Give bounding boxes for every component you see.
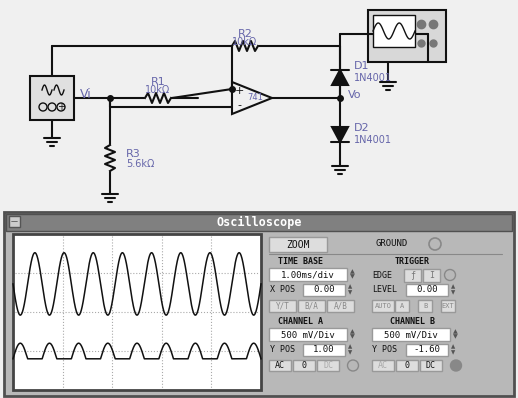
FancyBboxPatch shape bbox=[420, 360, 442, 371]
Text: AUTO: AUTO bbox=[375, 303, 392, 309]
FancyBboxPatch shape bbox=[396, 360, 418, 371]
Text: Oscilloscope: Oscilloscope bbox=[216, 216, 302, 229]
Text: +: + bbox=[57, 102, 65, 112]
Text: B: B bbox=[423, 303, 427, 309]
Text: TRIGGER: TRIGGER bbox=[395, 258, 429, 267]
Polygon shape bbox=[332, 70, 348, 85]
Text: ▲: ▲ bbox=[348, 285, 352, 289]
FancyBboxPatch shape bbox=[269, 328, 347, 341]
FancyBboxPatch shape bbox=[368, 10, 446, 62]
Text: Vo: Vo bbox=[348, 90, 362, 100]
Text: R3: R3 bbox=[126, 149, 141, 159]
Text: 500 mV/Div: 500 mV/Div bbox=[384, 330, 438, 339]
Text: D2: D2 bbox=[354, 123, 370, 133]
Text: ▼: ▼ bbox=[451, 351, 455, 355]
Text: EXT: EXT bbox=[442, 303, 454, 309]
Text: ▲: ▲ bbox=[451, 345, 455, 349]
FancyBboxPatch shape bbox=[269, 300, 296, 312]
FancyBboxPatch shape bbox=[372, 328, 450, 341]
FancyBboxPatch shape bbox=[406, 344, 448, 356]
Text: +: + bbox=[234, 86, 243, 96]
FancyBboxPatch shape bbox=[373, 15, 415, 47]
Text: -: - bbox=[237, 100, 241, 110]
Text: DC: DC bbox=[426, 361, 436, 370]
Text: ▼: ▼ bbox=[350, 335, 354, 339]
FancyBboxPatch shape bbox=[269, 237, 327, 252]
Text: A/B: A/B bbox=[334, 302, 348, 310]
FancyBboxPatch shape bbox=[269, 360, 291, 371]
Text: ZOOM: ZOOM bbox=[286, 240, 310, 250]
FancyBboxPatch shape bbox=[269, 268, 347, 281]
Text: EDGE: EDGE bbox=[372, 271, 392, 281]
Text: 1.00: 1.00 bbox=[313, 345, 335, 355]
Text: ƒ: ƒ bbox=[410, 271, 415, 280]
FancyBboxPatch shape bbox=[6, 214, 512, 231]
Text: CHANNEL A: CHANNEL A bbox=[279, 318, 324, 326]
Text: 0: 0 bbox=[301, 361, 307, 370]
FancyBboxPatch shape bbox=[293, 360, 315, 371]
Text: ▲: ▲ bbox=[451, 285, 455, 289]
FancyBboxPatch shape bbox=[372, 360, 394, 371]
Text: —: — bbox=[11, 219, 18, 224]
Text: 10kΩ: 10kΩ bbox=[233, 37, 257, 47]
Text: 10kΩ: 10kΩ bbox=[146, 85, 170, 95]
Text: Vi: Vi bbox=[80, 88, 92, 101]
FancyBboxPatch shape bbox=[372, 300, 394, 312]
FancyBboxPatch shape bbox=[395, 300, 409, 312]
Text: AC: AC bbox=[275, 361, 285, 370]
Text: 0.00: 0.00 bbox=[416, 285, 438, 295]
Text: DC: DC bbox=[323, 361, 333, 370]
Text: R1: R1 bbox=[151, 77, 165, 87]
Text: ▲: ▲ bbox=[350, 330, 354, 334]
Text: TIME BASE: TIME BASE bbox=[279, 258, 324, 267]
Text: CHANNEL B: CHANNEL B bbox=[390, 318, 435, 326]
Text: ▲: ▲ bbox=[350, 269, 354, 274]
Text: ▼: ▼ bbox=[348, 291, 352, 295]
FancyBboxPatch shape bbox=[13, 234, 261, 390]
Text: LEVEL: LEVEL bbox=[372, 285, 397, 295]
Text: 1N4001: 1N4001 bbox=[354, 135, 392, 145]
FancyBboxPatch shape bbox=[30, 76, 74, 120]
FancyBboxPatch shape bbox=[298, 300, 325, 312]
Text: ▼: ▼ bbox=[451, 291, 455, 295]
Text: 500 mV/Div: 500 mV/Div bbox=[281, 330, 335, 339]
FancyBboxPatch shape bbox=[317, 360, 339, 371]
Text: 0: 0 bbox=[405, 361, 410, 370]
Text: A: A bbox=[400, 303, 404, 309]
Text: X POS: X POS bbox=[270, 285, 295, 295]
FancyBboxPatch shape bbox=[423, 269, 440, 282]
FancyBboxPatch shape bbox=[404, 269, 421, 282]
Text: 1N4001: 1N4001 bbox=[354, 73, 392, 83]
FancyBboxPatch shape bbox=[441, 300, 455, 312]
Text: Y POS: Y POS bbox=[270, 345, 295, 355]
Circle shape bbox=[451, 360, 462, 371]
Text: R2: R2 bbox=[238, 29, 252, 39]
Text: ▲: ▲ bbox=[453, 330, 457, 334]
Polygon shape bbox=[332, 127, 348, 142]
Text: Ӏ: Ӏ bbox=[429, 271, 434, 280]
Text: GROUND: GROUND bbox=[376, 240, 408, 248]
Text: AC: AC bbox=[378, 361, 388, 370]
FancyBboxPatch shape bbox=[9, 216, 20, 227]
Text: ▼: ▼ bbox=[453, 335, 457, 339]
Text: D1: D1 bbox=[354, 61, 369, 71]
Text: ▲: ▲ bbox=[348, 345, 352, 349]
FancyBboxPatch shape bbox=[418, 300, 432, 312]
Text: B/A: B/A bbox=[305, 302, 319, 310]
Text: ▼: ▼ bbox=[350, 275, 354, 280]
Text: 0.00: 0.00 bbox=[313, 285, 335, 295]
FancyBboxPatch shape bbox=[4, 212, 514, 396]
Text: Y/T: Y/T bbox=[276, 302, 290, 310]
Text: -1.60: -1.60 bbox=[413, 345, 440, 355]
FancyBboxPatch shape bbox=[327, 300, 354, 312]
FancyBboxPatch shape bbox=[303, 344, 345, 356]
Text: Y POS: Y POS bbox=[372, 345, 397, 355]
Text: 1.00ms/div: 1.00ms/div bbox=[281, 270, 335, 279]
FancyBboxPatch shape bbox=[406, 284, 448, 296]
FancyBboxPatch shape bbox=[303, 284, 345, 296]
Text: 741: 741 bbox=[247, 94, 263, 103]
Text: ▼: ▼ bbox=[348, 351, 352, 355]
Text: 5.6kΩ: 5.6kΩ bbox=[126, 159, 154, 169]
